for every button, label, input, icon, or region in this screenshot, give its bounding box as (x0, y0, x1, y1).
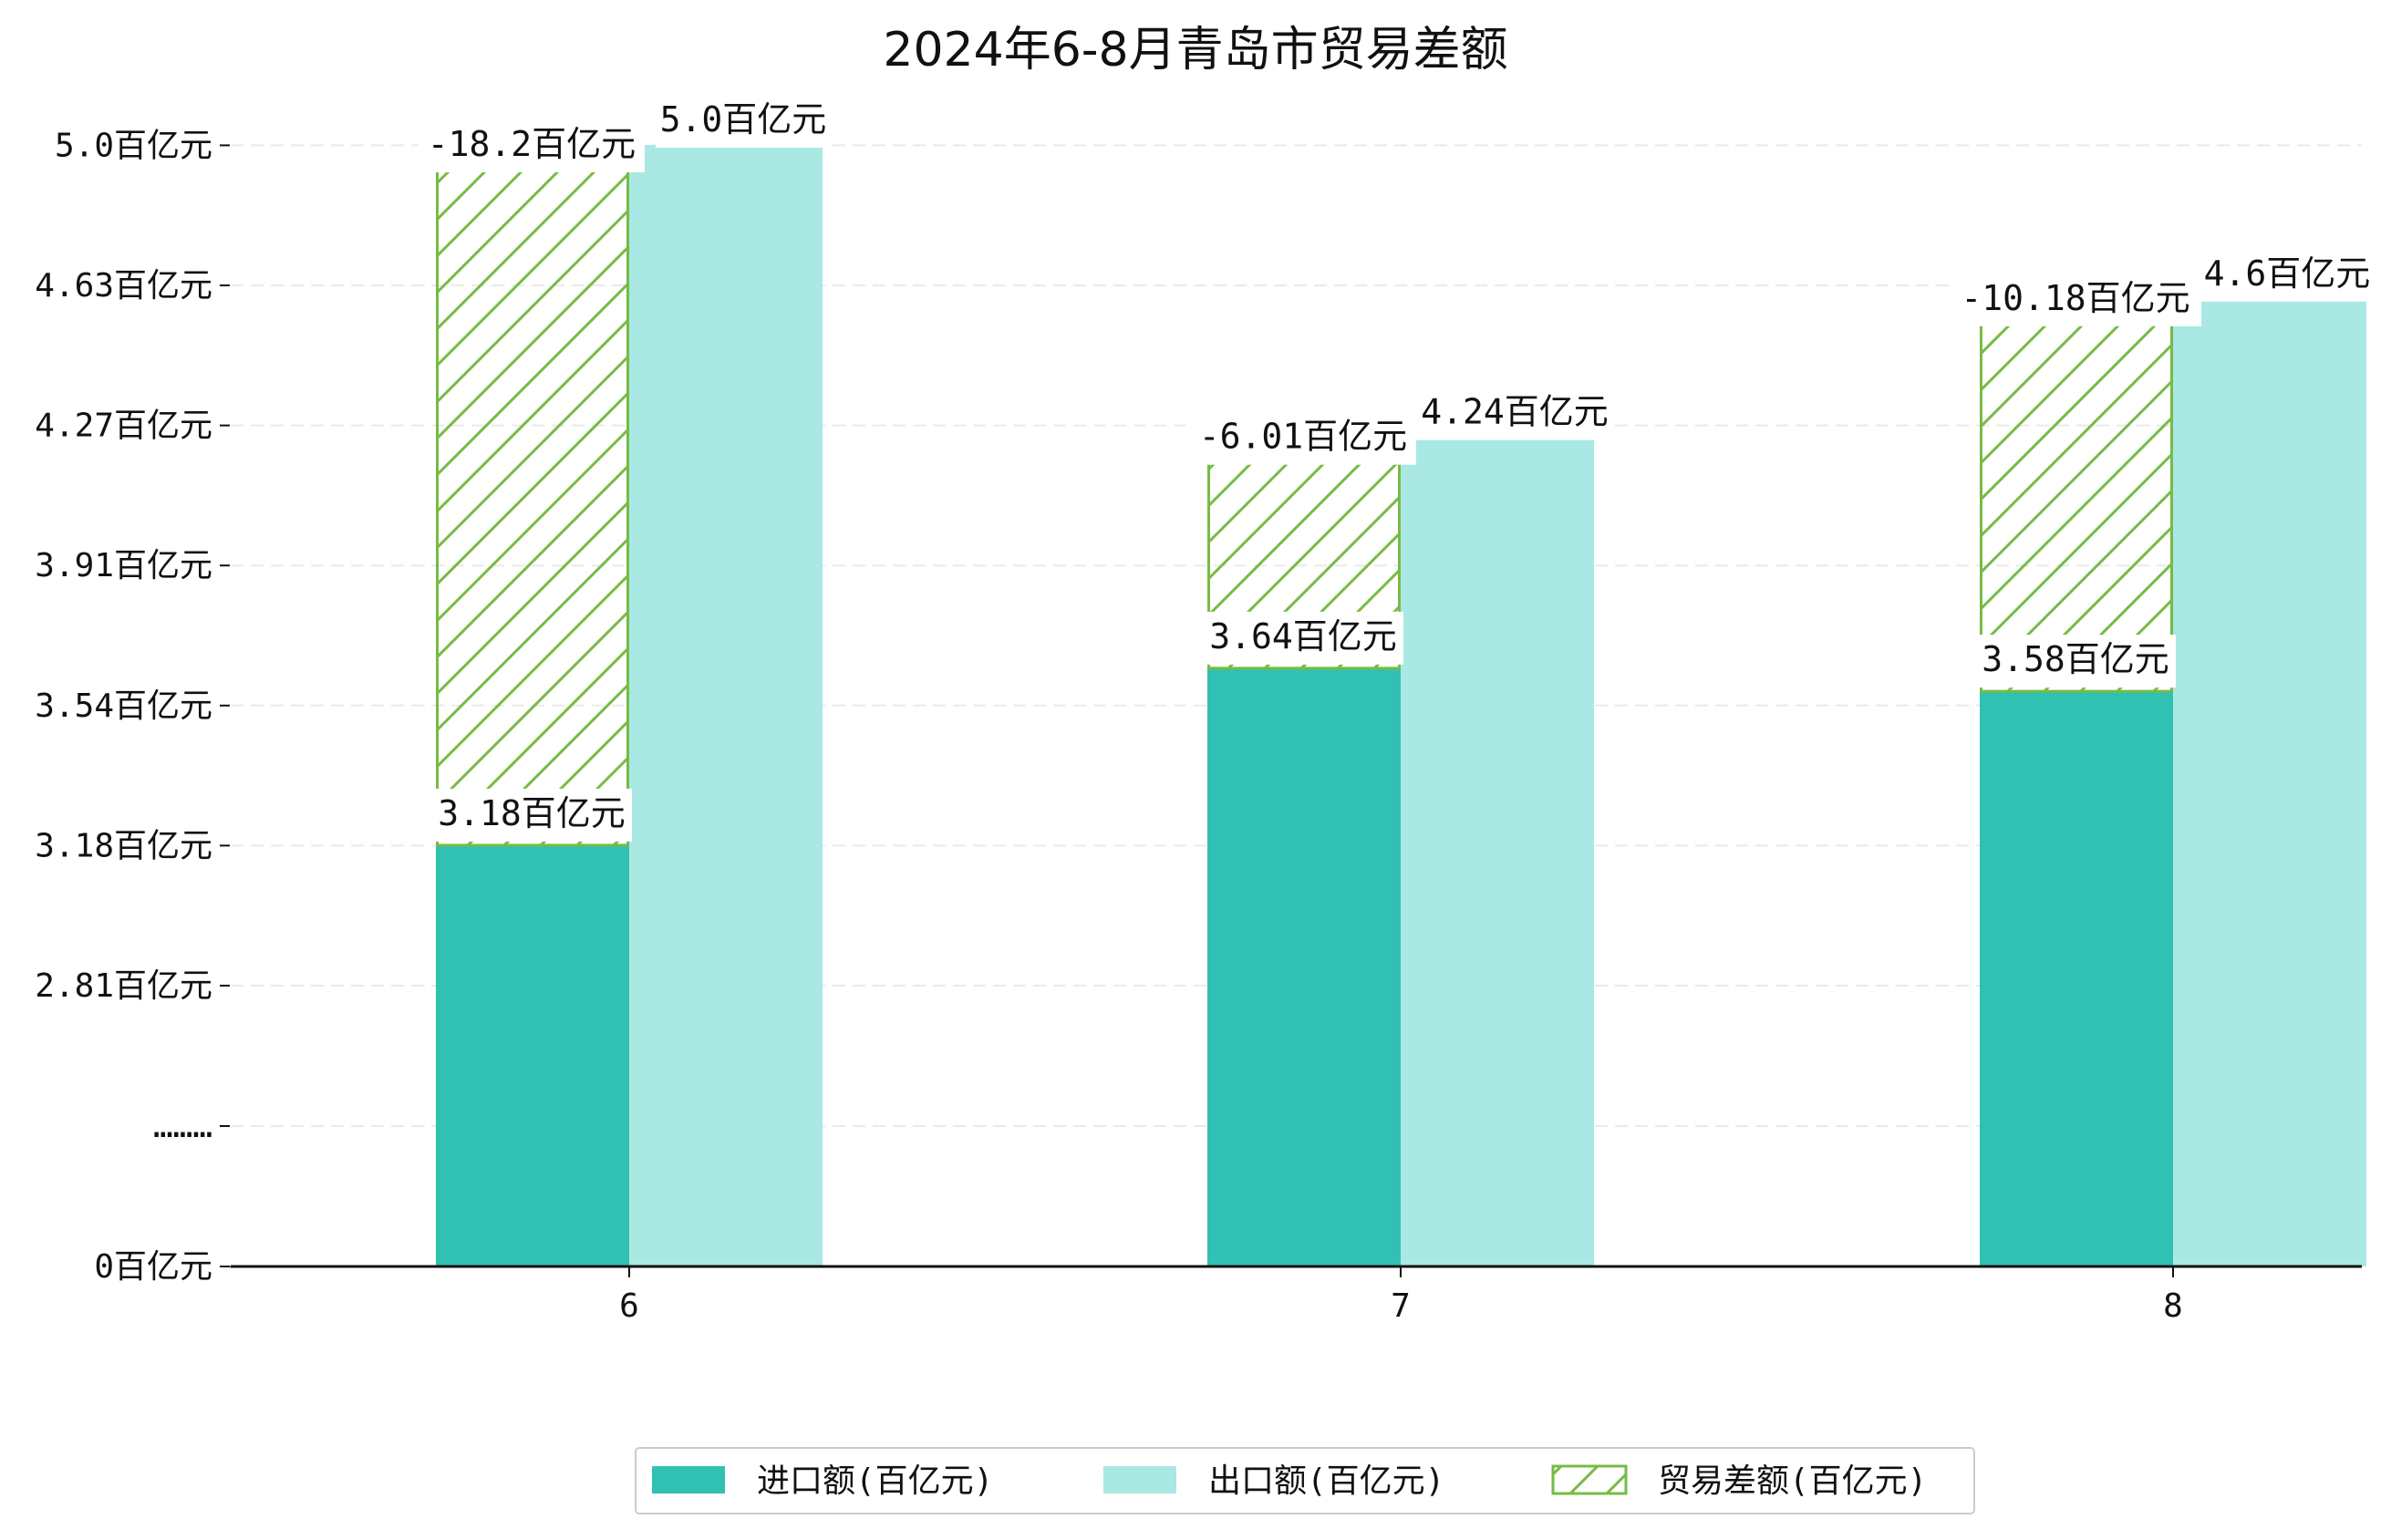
data-labels: -18.2百亿元 5.0百亿元 3.18百亿元 -6.01百亿元 4.24百亿元 3.64… (419, 95, 2375, 842)
import-label-box (431, 788, 632, 842)
x-tick-label: 6 (619, 1287, 639, 1325)
y-tick-label: 3.54百亿元 (35, 687, 212, 725)
export-label-box (2200, 248, 2375, 302)
import-label: 3.64百亿元 (1209, 616, 1397, 656)
export-label: 4.24百亿元 (1421, 392, 1609, 432)
trade-balance-label-box (1950, 273, 2201, 326)
y-tick-label: 2.81百亿元 (35, 967, 212, 1005)
y-tick-label: 0百亿元 (94, 1248, 212, 1286)
export-label: 5.0百亿元 (660, 99, 827, 140)
y-tick-label: 4.63百亿元 (35, 267, 212, 305)
import-bar (1980, 691, 2173, 1266)
export-legend-label: 出口额(百亿元) (1208, 1462, 1444, 1500)
trade-balance-label: -18.2百亿元 (428, 124, 636, 164)
x-tick-label: 7 (1391, 1287, 1411, 1325)
y-tick-label: 4.27百亿元 (35, 408, 212, 445)
trade-balance-bar (436, 161, 629, 847)
legend-frame (635, 1447, 1975, 1514)
export-bar (1401, 437, 1594, 1266)
import-label-box (1975, 635, 2176, 688)
export-bar (629, 145, 823, 1266)
export-label-box (1414, 387, 1615, 440)
trade-balance-legend-label: 贸易差额(百亿元) (1658, 1462, 1927, 1500)
trade-balance-bar (1980, 315, 2173, 693)
export-label-box (656, 95, 831, 148)
y-tick-label: 5.0百亿元 (55, 127, 212, 164)
legend: 进口额(百亿元) 出口额(百亿元) 贸易差额(百亿元) (635, 1447, 1975, 1514)
axes: 0百亿元 ……… 2.81百亿元 3.18百亿元 3.54百亿元 3.91百亿元 4.27百… (35, 127, 2362, 1325)
y-tick-label: 3.18百亿元 (35, 827, 212, 864)
trade-balance-legend-swatch (1551, 1464, 1628, 1495)
bars (436, 145, 2366, 1266)
import-label: 3.18百亿元 (438, 793, 626, 833)
import-legend-swatch (652, 1466, 725, 1493)
trade-balance-label-box (419, 119, 645, 172)
import-bar (1207, 667, 1401, 1266)
x-tick-label: 8 (2163, 1287, 2183, 1325)
export-legend-swatch (1103, 1466, 1176, 1493)
chart-title: 2024年6-8月青岛市贸易差额 (883, 23, 1507, 78)
trade-balance-label-box (1190, 411, 1416, 465)
import-bar (436, 844, 629, 1266)
import-label-box (1203, 611, 1403, 665)
y-tick-label: ……… (153, 1108, 212, 1145)
trade-balance-label: -6.01百亿元 (1199, 417, 1407, 457)
export-label: 4.6百亿元 (2204, 253, 2371, 294)
y-tick-label: 3.91百亿元 (35, 547, 212, 584)
export-bar (2173, 298, 2366, 1266)
import-label: 3.58百亿元 (1982, 639, 2169, 679)
import-legend-label: 进口额(百亿元) (757, 1462, 993, 1500)
trade-balance-label: -10.18百亿元 (1961, 278, 2189, 318)
